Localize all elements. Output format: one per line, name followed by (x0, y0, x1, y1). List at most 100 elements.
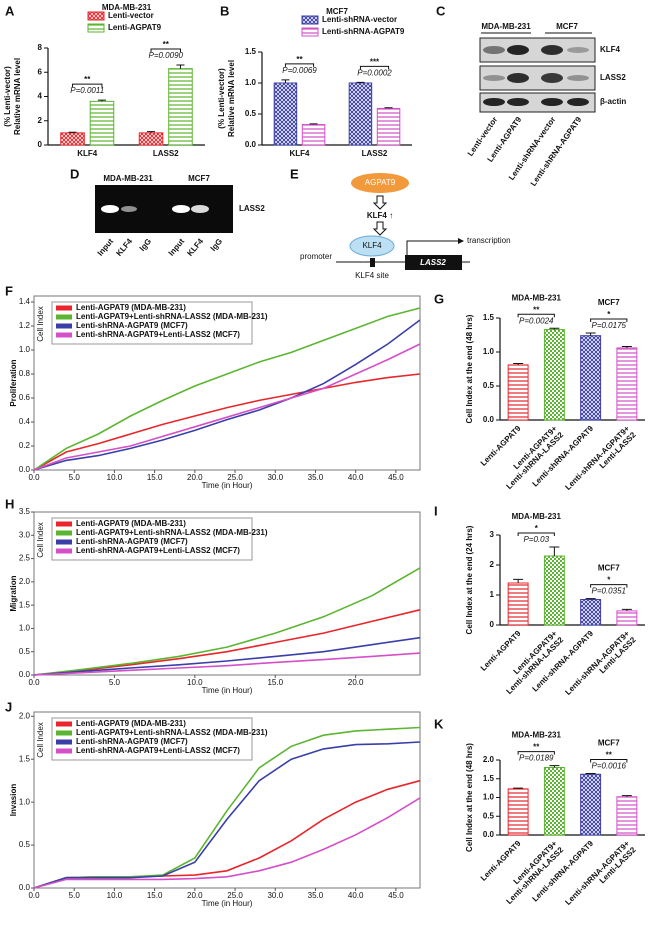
error-bar (384, 107, 393, 109)
significance-bracket (359, 65, 390, 70)
error-bar (356, 81, 365, 83)
y-tick-label: 0.5 (483, 381, 495, 390)
legend-swatch (56, 739, 72, 745)
legend-label: Lenti-shRNA-AGPAT9+Lenti-LASS2 (MCF7) (76, 330, 240, 339)
significance-stars: * (535, 524, 539, 533)
y-tick-label: 0.5 (19, 840, 31, 849)
y-tick-label: 3.0 (19, 530, 31, 539)
series-line (33, 373, 421, 471)
y-axis-label: Relative mRNA level (13, 58, 22, 135)
legend-label: Lenti-AGPAT9 (MDA-MB-231) (76, 719, 186, 728)
y-tick-label: 6 (38, 67, 43, 76)
y-axis-label: Cell Index (36, 722, 45, 758)
series-line (33, 319, 421, 471)
bar (507, 364, 529, 421)
y-tick-label: 1.5 (245, 47, 257, 56)
p-value: P=0.0090 (149, 51, 184, 60)
panel-letter: I (434, 503, 438, 518)
y-tick-label: 2 (490, 560, 495, 569)
bar (168, 68, 193, 146)
x-tick-label: 30.0 (267, 473, 283, 482)
bar (273, 82, 298, 146)
x-tick-label: 15.0 (147, 891, 163, 900)
lane-label: KLF4 (185, 236, 205, 258)
legend-swatch (87, 23, 105, 33)
row-label: KLF4 (600, 45, 621, 54)
legend-swatch (56, 721, 72, 727)
y-tick-label: 1.5 (19, 600, 31, 609)
x-axis-label: Time (in Hour) (202, 481, 253, 490)
x-tick-label: 0.0 (28, 891, 40, 900)
series-line (33, 343, 421, 471)
lane-label: IgG (138, 237, 153, 253)
x-tick-label: 5.0 (109, 678, 121, 687)
bar (507, 788, 529, 836)
bar (348, 82, 373, 146)
gel-bands (101, 205, 209, 213)
band (121, 206, 137, 212)
y-tick-label: 2.5 (19, 554, 31, 563)
arrowhead (458, 238, 464, 244)
series-line (33, 797, 421, 889)
row-label: β-actin (600, 97, 626, 106)
y-tick-label: 2.0 (19, 577, 31, 586)
y-tick-label: 2 (38, 116, 43, 125)
y-tick-label: 0.8 (19, 369, 31, 378)
legend-swatch (56, 548, 72, 554)
gene-label: LASS2 (420, 258, 446, 267)
legend-swatch (56, 323, 72, 329)
significance-bracket (517, 313, 555, 318)
bar (301, 124, 326, 146)
band (567, 98, 589, 106)
x-tick-label: 20.0 (187, 473, 203, 482)
x-tick-label: 40.0 (348, 473, 364, 482)
panel-letter: J (5, 699, 12, 714)
series-line (33, 307, 421, 471)
y-tick-label: 1.2 (19, 321, 31, 330)
x-tick-label: 0.0 (28, 678, 40, 687)
y-tick-label: 2.0 (483, 755, 495, 764)
error-bar (513, 363, 524, 365)
x-tick-label: 35.0 (308, 891, 324, 900)
legend-label: Lenti-shRNA-AGPAT9+Lenti-LASS2 (MCF7) (76, 546, 240, 555)
bar (89, 100, 115, 146)
x-tick-label-group: Lenti-shRNA-AGPAT9+Lenti-LASS2 (563, 629, 638, 697)
y-tick-label: 0 (490, 620, 495, 629)
series-line (33, 636, 421, 676)
x-tick-label: 10.0 (187, 678, 203, 687)
group-label: MDA-MB-231 (512, 512, 562, 521)
node-label: KLF4 (362, 241, 382, 250)
gel-label: LASS2 (239, 204, 265, 213)
error-bar (585, 773, 596, 775)
lane-label: Lenti-shRNA-AGPAT9 (529, 115, 584, 188)
legend-swatch (56, 539, 72, 545)
band (483, 75, 505, 81)
y-tick-label: 1.0 (245, 78, 257, 87)
row-label: LASS2 (600, 73, 626, 82)
p-value: P=0.0069 (282, 66, 317, 75)
p-value: P=0.0002 (357, 68, 392, 77)
band (483, 98, 505, 106)
group-label: MCF7 (598, 739, 620, 748)
bar (616, 796, 638, 836)
lane-label: Input (167, 237, 187, 258)
blot-strip (479, 65, 596, 91)
arrow (406, 240, 458, 255)
x-tick-label: 10.0 (107, 473, 123, 482)
row-label: Migration (9, 575, 18, 611)
significance-stars: ** (84, 75, 91, 84)
error-bar (281, 79, 290, 83)
error-bar (68, 131, 77, 133)
legend-label: Lenti-AGPAT9+Lenti-shRNA-LASS2 (MDA-MB-2… (76, 312, 268, 321)
x-tick-label: 45.0 (388, 891, 404, 900)
chart-title: MDA-MB-231 (102, 3, 152, 12)
legend-swatch (56, 521, 72, 527)
row-label: Proliferation (9, 359, 18, 406)
p-value: P=0.0175 (592, 321, 627, 330)
significance-bracket (72, 83, 103, 88)
y-tick-label: 0.2 (19, 441, 31, 450)
y-tick-label: 1.5 (483, 774, 495, 783)
legend-box (51, 517, 253, 561)
significance-stars: * (607, 310, 611, 319)
